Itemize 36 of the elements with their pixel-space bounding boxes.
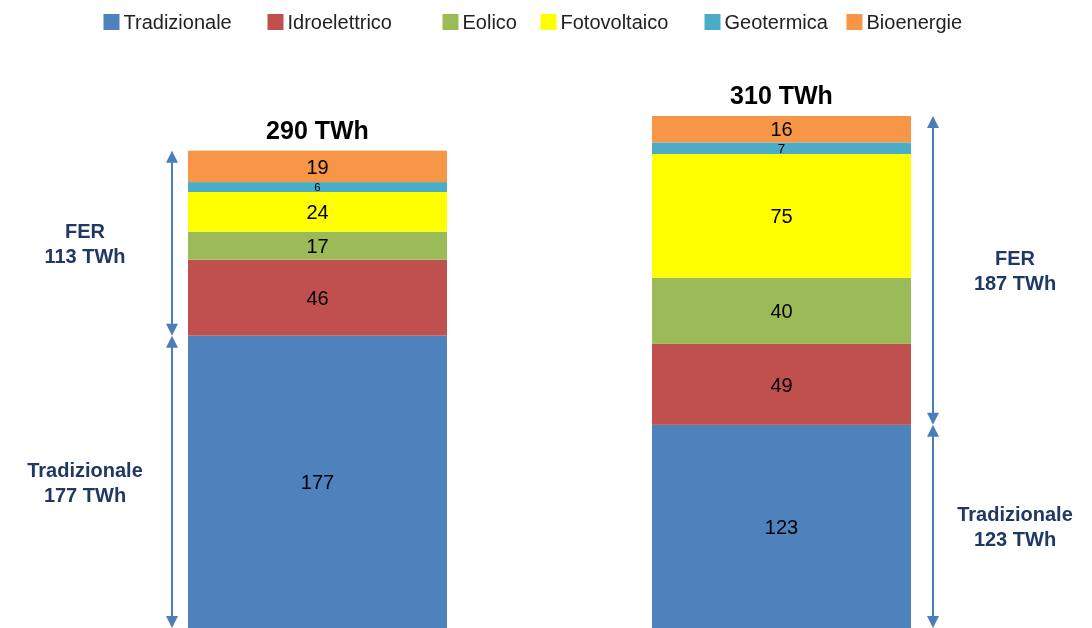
bar — [652, 116, 911, 143]
bar — [188, 259, 447, 336]
legend-label: Eolico — [462, 11, 517, 33]
bar — [188, 150, 447, 183]
legend-label: Bioenergie — [866, 11, 963, 33]
bar — [188, 191, 447, 232]
annotation: Tradizionale 123 TWh — [957, 503, 1073, 551]
legend-label: Geotermica — [724, 11, 829, 33]
bar — [188, 335, 447, 628]
data-label: 75 — [770, 205, 793, 228]
bar — [188, 231, 447, 260]
data-label: 7 — [777, 140, 786, 156]
bar — [652, 343, 911, 425]
bar — [652, 277, 911, 344]
data-label: 40 — [770, 300, 793, 323]
data-label: 16 — [770, 118, 793, 141]
data-label: 24 — [306, 200, 329, 223]
total-label: 290 TWh — [266, 115, 369, 144]
annotation: FER 187 TWh — [973, 247, 1057, 295]
bar — [188, 182, 447, 192]
annotation: FER 113 TWh — [44, 220, 126, 268]
legend-label: Fotovoltaico — [560, 11, 669, 33]
data-label: 177 — [300, 471, 335, 494]
data-label: 6 — [314, 181, 321, 194]
data-label: 123 — [764, 515, 799, 538]
data-label: 49 — [770, 373, 793, 396]
legend-label: Idroelettrico — [287, 11, 392, 33]
bar — [652, 153, 911, 278]
data-label: 19 — [306, 155, 329, 178]
legend-label: Tradizionale — [123, 11, 232, 33]
bar — [652, 424, 911, 628]
data-label: 46 — [306, 286, 329, 309]
bar — [652, 142, 911, 154]
annotation: Tradizionale 177 TWh — [27, 458, 143, 506]
total-label: 310 TWh — [730, 81, 833, 109]
data-label: 17 — [306, 234, 329, 257]
